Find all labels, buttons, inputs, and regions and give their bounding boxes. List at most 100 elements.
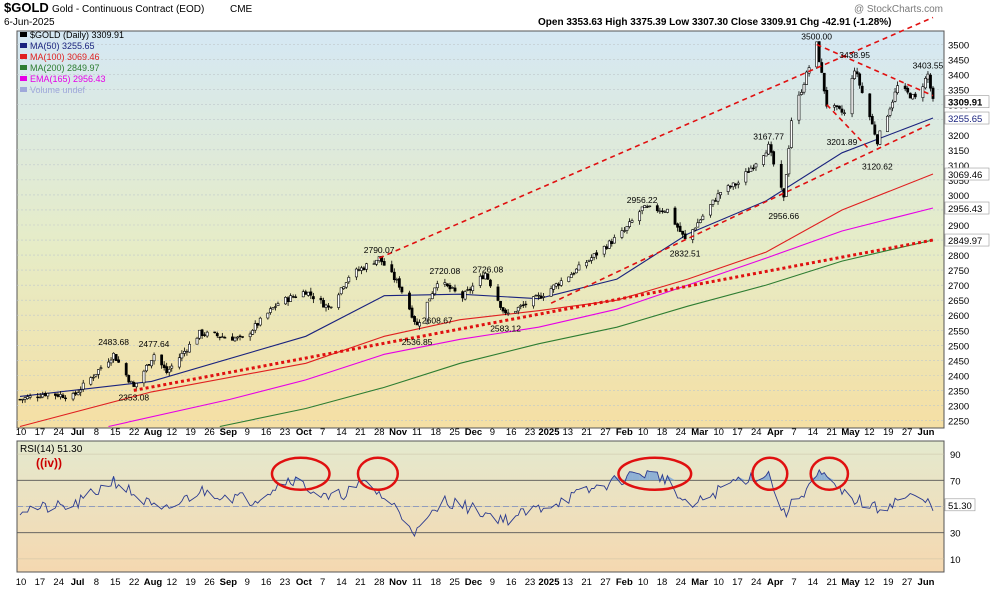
price-annotation: 2583.12 [490, 323, 521, 333]
candle-body [395, 279, 399, 281]
x-tick-label: 8 [94, 577, 99, 588]
price-tick-label: 2250 [948, 416, 969, 427]
candle-body [375, 259, 379, 265]
x-tick-label: 16 [506, 427, 517, 438]
candle-body [59, 394, 62, 398]
x-tick-label: 14 [336, 577, 347, 588]
rsi-overbought-fill [614, 475, 622, 481]
price-annotation: 2720.08 [430, 266, 461, 276]
candle-body [64, 397, 67, 400]
candle-body [213, 331, 217, 334]
candle-body [466, 289, 470, 291]
candle-body [79, 389, 83, 393]
candle-body [170, 365, 174, 369]
candle-body [835, 105, 839, 107]
price-tick-label: 2900 [948, 221, 969, 232]
x-tick-label: Dec [465, 427, 482, 438]
price-tick-label: 3500 [948, 41, 969, 52]
candle-body [344, 282, 348, 288]
candle-body [309, 291, 313, 296]
candle-body [870, 116, 874, 125]
candle-body [97, 369, 100, 375]
x-tick-label: 10 [713, 577, 724, 588]
price-panel [16, 30, 945, 429]
candle-body [241, 336, 244, 338]
candle-body [893, 91, 897, 102]
rsi-overbought-fill [647, 470, 650, 481]
candle-body [504, 309, 507, 314]
candlesticks [18, 41, 935, 404]
candle-body [569, 274, 573, 278]
legend-item: EMA(165) 2956.43 [30, 74, 106, 84]
candle-body [521, 304, 525, 306]
candle-body [182, 350, 186, 354]
candle-body [408, 292, 411, 310]
ma-line-ema165 [108, 207, 934, 428]
exchange-label: CME [230, 4, 253, 15]
x-tick-label: 11 [412, 427, 422, 438]
candle-body [390, 264, 394, 273]
x-tick-label: 8 [94, 427, 99, 438]
price-tick-label: 2550 [948, 326, 969, 337]
candle-body [248, 333, 252, 338]
candle-body [805, 71, 808, 85]
candle-body [762, 155, 765, 165]
x-tick-label: 14 [808, 427, 819, 438]
ma-line-ma100 [19, 173, 934, 428]
candle-body [924, 78, 927, 89]
rsi-line [19, 468, 934, 538]
candle-body [802, 84, 806, 93]
price-tick-label: 2800 [948, 251, 969, 262]
x-tick-label: 24 [751, 577, 762, 588]
candle-body [683, 233, 687, 240]
candle-body [660, 210, 664, 212]
candle-body [463, 291, 467, 300]
x-axis-top: 10 17 24 Jul 8 15 22 Aug 12 19 26 Sep 9 16 23 Oct 7 14 21 2… [16, 427, 935, 438]
price-badge-box [944, 167, 990, 181]
x-tick-label: 13 [562, 427, 573, 438]
x-tick-label: 10 [638, 577, 649, 588]
candle-body [784, 174, 788, 197]
x-tick-label: Apr [767, 577, 784, 588]
candle-body [838, 105, 841, 109]
candle-body [850, 78, 854, 115]
x-tick-label: 21 [355, 427, 366, 438]
candle-body [451, 287, 454, 289]
rsi-overbought-fill [632, 472, 640, 481]
candle-body [36, 396, 40, 399]
price-tick-label: 2600 [948, 311, 969, 322]
x-tick-label: 23 [525, 427, 536, 438]
candle-body [428, 298, 432, 302]
legend-swatch [20, 43, 27, 48]
candle-body [572, 273, 576, 275]
x-tick-label: 7 [791, 427, 796, 438]
candle-body [251, 330, 255, 335]
candle-body [875, 134, 879, 145]
x-tick-label: 15 [110, 577, 121, 588]
candle-body [253, 323, 257, 331]
rsi-overbought-fill [649, 471, 658, 481]
candle-body [274, 306, 277, 308]
x-tick-label: Sep [220, 577, 238, 588]
candle-body [736, 182, 740, 185]
candle-body [820, 62, 824, 73]
candle-body [160, 354, 164, 366]
x-tick-label: 19 [883, 427, 894, 438]
x-tick-label: Jun [918, 427, 935, 438]
candle-body [496, 286, 500, 301]
x-tick-label: 21 [826, 427, 837, 438]
candle-body [607, 240, 611, 249]
candle-body [698, 219, 702, 223]
candle-body [21, 398, 24, 401]
candle-body [327, 305, 330, 308]
x-tick-label: Oct [296, 577, 313, 588]
x-tick-label: Sep [220, 427, 238, 438]
candle-body [56, 394, 60, 397]
rsi-highlight-circle [617, 456, 693, 491]
candle-body [443, 282, 447, 285]
ohlc-readout: Open 3353.63 High 3375.39 Low 3307.30 Cl… [538, 17, 892, 28]
candle-body [577, 264, 581, 271]
candle-body [817, 41, 821, 63]
x-tick-label: 17 [732, 427, 743, 438]
x-tick-label: 10 [713, 427, 724, 438]
